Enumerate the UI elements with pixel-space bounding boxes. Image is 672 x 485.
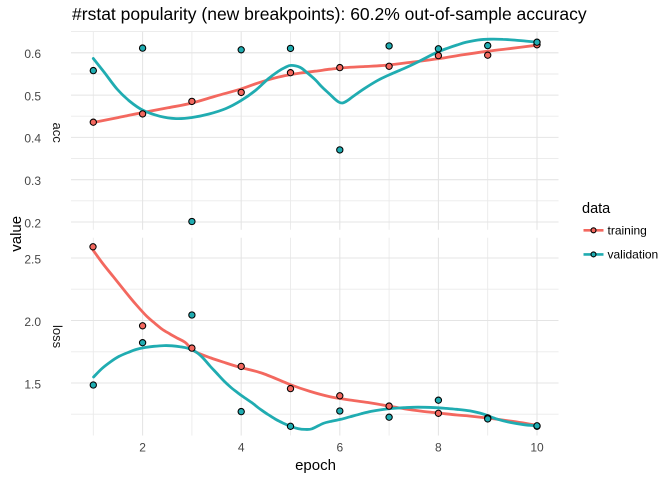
svg-text:0.3: 0.3 bbox=[24, 174, 41, 188]
svg-text:4: 4 bbox=[238, 441, 245, 455]
svg-text:0.2: 0.2 bbox=[24, 216, 41, 230]
svg-text:6: 6 bbox=[336, 441, 343, 455]
svg-text:10: 10 bbox=[530, 441, 544, 455]
svg-text:0.6: 0.6 bbox=[24, 47, 41, 61]
svg-text:0.5: 0.5 bbox=[24, 89, 41, 103]
svg-text:data: data bbox=[582, 201, 611, 217]
svg-text:validation: validation bbox=[608, 248, 659, 262]
svg-text:1.5: 1.5 bbox=[24, 377, 41, 391]
svg-text:#rstat popularity (new breakpo: #rstat popularity (new breakpoints): 60.… bbox=[72, 4, 587, 24]
svg-text:2.5: 2.5 bbox=[24, 252, 41, 266]
svg-text:epoch: epoch bbox=[295, 457, 336, 474]
svg-text:acc: acc bbox=[50, 122, 65, 143]
svg-text:2.0: 2.0 bbox=[24, 315, 41, 329]
svg-text:8: 8 bbox=[435, 441, 442, 455]
svg-text:value: value bbox=[8, 216, 25, 252]
svg-text:loss: loss bbox=[50, 325, 65, 349]
svg-text:2: 2 bbox=[139, 441, 146, 455]
svg-text:0.4: 0.4 bbox=[24, 132, 41, 146]
svg-text:training: training bbox=[608, 224, 647, 238]
